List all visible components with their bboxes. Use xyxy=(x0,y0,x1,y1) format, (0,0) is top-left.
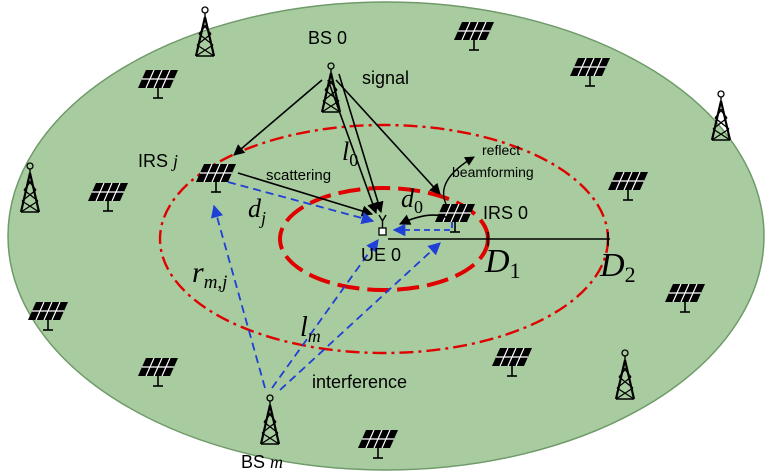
arrow-bs0-irsj xyxy=(233,79,323,156)
label-bsm: BS m xyxy=(241,452,283,472)
arrow-bsm-ue0-b xyxy=(279,242,441,391)
label-signal: signal xyxy=(362,68,409,88)
label-D2-sub: 2 xyxy=(625,262,636,287)
label-bsm-text: BS xyxy=(241,452,270,472)
label-l0-sub: 0 xyxy=(349,150,358,170)
arrow-bsm-ue0-a xyxy=(271,238,379,389)
arrow-bs0-ue0 xyxy=(327,79,378,215)
label-d0-main: d xyxy=(401,184,415,213)
arrow-bs0-ue0-b xyxy=(338,73,384,214)
label-rmj-sub: m,j xyxy=(204,272,228,293)
label-dj-sub: j xyxy=(259,208,266,228)
label-D1: D1 xyxy=(484,243,521,283)
label-dj-main: d xyxy=(248,194,262,223)
label-irsj-text: IRS xyxy=(138,151,173,171)
label-l0-main: l xyxy=(342,137,349,166)
label-beamforming: beamforming xyxy=(452,164,534,180)
label-d0: d0 xyxy=(401,184,423,217)
label-reflect: reflect xyxy=(482,142,520,158)
label-D1-main: D xyxy=(484,243,510,280)
label-scattering: scattering xyxy=(266,167,331,184)
coverage-field xyxy=(7,1,765,471)
arrow-d0 xyxy=(398,214,449,225)
arrow-irs0-ue0 xyxy=(392,222,453,237)
label-ue0: UE 0 xyxy=(361,245,401,265)
label-D2: D2 xyxy=(599,247,636,287)
label-irs0: IRS 0 xyxy=(483,203,528,223)
label-dj: dj xyxy=(248,194,266,228)
label-d0-sub: 0 xyxy=(414,197,423,217)
label-lm-sub: m xyxy=(308,326,321,346)
ue-icon xyxy=(378,214,387,236)
label-bs0: BS 0 xyxy=(308,28,347,48)
label-bsm-var: m xyxy=(270,452,283,472)
label-D1-sub: 1 xyxy=(510,258,521,283)
label-rmj-main: r xyxy=(192,256,204,289)
arrow-bsm-irsj xyxy=(210,204,266,389)
label-irsj: IRS j xyxy=(138,151,178,171)
label-lm-main: l xyxy=(300,312,308,343)
arrow-reflect xyxy=(442,156,475,205)
arrow-bs0-irs0 xyxy=(335,79,441,195)
label-l0: l0 xyxy=(342,137,358,170)
label-D2-main: D xyxy=(599,247,625,284)
label-irsj-var: j xyxy=(171,151,178,171)
label-rmj: rm,j xyxy=(192,256,227,293)
arrow-scattering xyxy=(237,172,374,217)
label-lm: lm xyxy=(300,312,321,346)
label-interference: interference xyxy=(312,372,407,392)
